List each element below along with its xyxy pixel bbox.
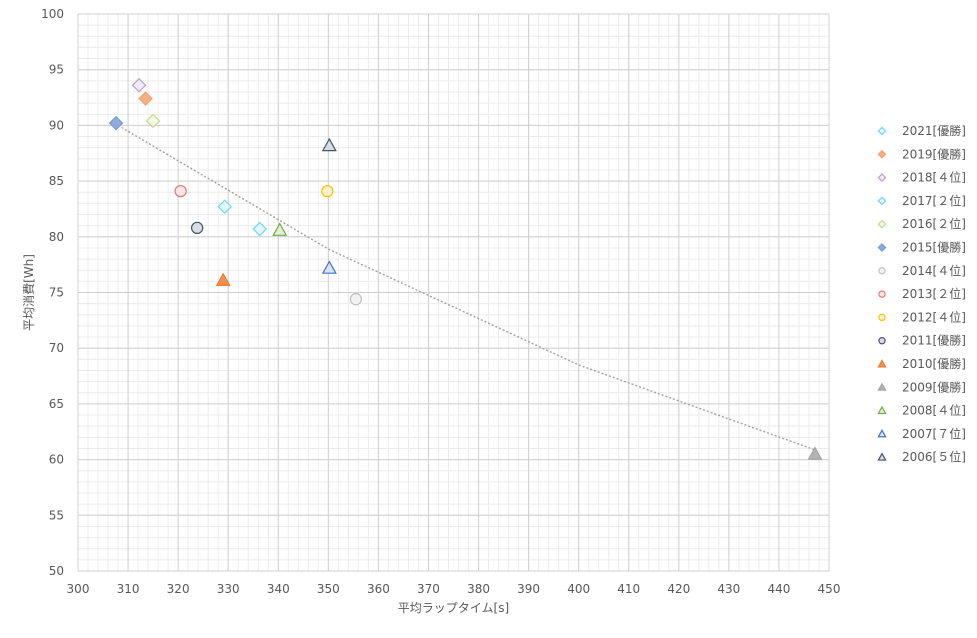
- data-point: [321, 137, 337, 152]
- plot-area-border: [77, 13, 830, 572]
- legend-marker: [877, 126, 887, 136]
- data-point: [108, 115, 124, 131]
- x-tick-label: 420: [667, 582, 690, 596]
- legend-marker: [877, 149, 887, 159]
- x-tick-label: 390: [517, 582, 540, 596]
- y-tick-label: 90: [49, 118, 64, 132]
- y-tick-label: 100: [41, 7, 64, 21]
- legend: 2021[優勝] 2019[優勝] 2018[４位] 2017[２位] 2016[２位]…: [877, 123, 966, 464]
- x-tick-label: 360: [367, 582, 390, 596]
- legend-marker: [878, 337, 886, 345]
- legend-label: 2014[４位]: [902, 263, 966, 278]
- legend-label: 2009[優勝]: [902, 379, 966, 394]
- x-tick-label: 450: [818, 582, 841, 596]
- legend-marker: [877, 243, 887, 252]
- x-tick-label: 380: [467, 582, 490, 596]
- legend-label: 2008[４位]: [902, 403, 966, 418]
- trendline: [117, 124, 815, 451]
- legend-label: 2021[優勝]: [902, 123, 966, 138]
- y-tick-label: 60: [49, 453, 64, 467]
- x-tick-label: 310: [117, 582, 140, 596]
- x-tick-label: 400: [567, 582, 590, 596]
- data-point: [349, 293, 363, 306]
- legend-marker: [878, 290, 886, 298]
- y-tick-label: 95: [49, 63, 64, 77]
- x-tick-label: 320: [167, 582, 190, 596]
- legend-label: 2010[優勝]: [902, 356, 966, 371]
- data-point: [252, 221, 268, 237]
- legend-marker: [877, 452, 887, 461]
- legend-label: 2007[７位]: [902, 426, 966, 441]
- legend-label: 2015[優勝]: [902, 240, 966, 255]
- x-tick-label: 410: [617, 582, 640, 596]
- legend-marker: [877, 173, 887, 183]
- x-axis-tick-labels: 300 310 320 330 340 350 360 370 380 390 400 410 420 4…: [67, 582, 841, 596]
- data-point: [272, 222, 288, 236]
- legend-label: 2019[優勝]: [902, 146, 966, 161]
- legend-marker: [877, 382, 887, 391]
- data-point: [217, 199, 233, 215]
- y-tick-label: 80: [49, 230, 64, 244]
- x-axis-title: 平均ラップタイム[s]: [398, 601, 509, 615]
- x-tick-label: 370: [417, 582, 440, 596]
- x-tick-label: 300: [67, 582, 90, 596]
- y-tick-label: 65: [49, 397, 64, 411]
- legend-label: 2012[４位]: [902, 309, 966, 324]
- y-tick-label: 75: [49, 286, 64, 300]
- legend-marker: [878, 313, 886, 322]
- data-point: [321, 184, 334, 198]
- data-point: [145, 113, 161, 129]
- y-tick-label: 50: [49, 564, 64, 578]
- x-tick-label: 430: [717, 582, 740, 596]
- legend-label: 2018[４位]: [902, 170, 966, 185]
- legend-label: 2011[優勝]: [902, 333, 966, 348]
- legend-label: 2016[２位]: [902, 216, 966, 231]
- y-tick-label: 55: [49, 508, 64, 522]
- legend-marker: [878, 267, 886, 275]
- legend-marker: [877, 429, 887, 438]
- legend-marker: [877, 359, 887, 368]
- legend-label: 2006[５位]: [902, 449, 966, 464]
- y-tick-label: 85: [49, 174, 64, 188]
- data-point: [215, 272, 231, 287]
- y-axis-title: 平均消費[Wh]: [21, 254, 36, 331]
- legend-label: 2017[２位]: [902, 193, 966, 208]
- major-gridlines: [77, 13, 830, 572]
- y-tick-label: 70: [49, 341, 64, 355]
- x-tick-label: 330: [217, 582, 240, 596]
- data-point: [321, 260, 337, 274]
- x-tick-label: 340: [267, 582, 290, 596]
- x-tick-label: 350: [317, 582, 340, 596]
- data-point: [190, 221, 204, 235]
- legend-marker: [877, 405, 887, 415]
- data-point: [807, 446, 823, 460]
- y-axis-tick-labels: 50 55 60 65 70 75 80 85 90 95 100: [41, 7, 64, 578]
- legend-marker: [877, 196, 887, 206]
- data-markers: [108, 77, 823, 460]
- data-point: [131, 77, 147, 93]
- x-tick-label: 440: [767, 582, 790, 596]
- data-point: [174, 184, 187, 198]
- legend-marker: [877, 219, 887, 229]
- data-point: [138, 91, 153, 106]
- legend-label: 2013[２位]: [902, 286, 966, 301]
